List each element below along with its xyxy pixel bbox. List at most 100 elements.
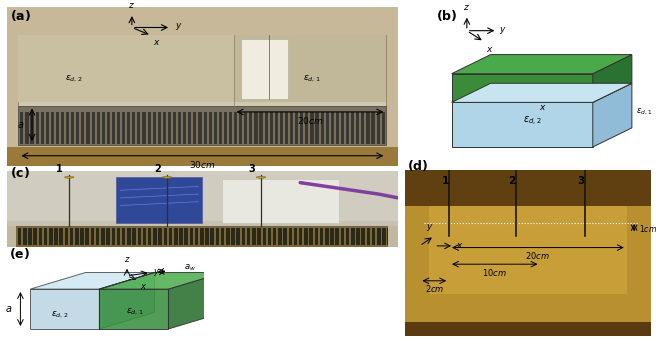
Bar <box>7 226 16 247</box>
Bar <box>111 228 115 245</box>
Text: $x$: $x$ <box>153 38 161 47</box>
Bar <box>388 226 398 247</box>
Bar <box>222 179 340 223</box>
Text: $a$: $a$ <box>5 304 13 314</box>
Bar <box>20 112 24 144</box>
Text: $y$: $y$ <box>426 222 433 233</box>
Text: $\mathbf{(b)}$: $\mathbf{(b)}$ <box>436 8 458 23</box>
Text: $30cm$: $30cm$ <box>189 159 216 170</box>
Text: $20cm$: $20cm$ <box>526 250 550 261</box>
Bar <box>70 228 74 245</box>
Text: $\mathbf{(a)}$: $\mathbf{(a)}$ <box>11 8 32 23</box>
Bar <box>86 228 89 245</box>
Bar <box>234 36 386 102</box>
Bar <box>18 36 386 52</box>
Bar <box>226 228 230 245</box>
Bar <box>300 112 303 144</box>
Bar <box>361 112 365 144</box>
Text: $y$: $y$ <box>499 25 507 36</box>
Bar <box>49 228 53 245</box>
Bar <box>255 112 257 144</box>
Bar <box>341 112 344 144</box>
Bar <box>356 112 359 144</box>
Bar <box>190 228 193 245</box>
Bar <box>218 112 222 144</box>
Polygon shape <box>99 289 168 329</box>
Bar <box>158 112 161 144</box>
Bar <box>320 112 324 144</box>
Bar <box>304 228 308 245</box>
Bar <box>247 228 251 245</box>
Bar <box>211 228 214 245</box>
Bar <box>273 228 276 245</box>
Bar <box>183 112 186 144</box>
Bar <box>351 112 354 144</box>
Bar <box>7 147 398 166</box>
Bar <box>18 228 21 245</box>
Bar <box>132 112 136 144</box>
Bar <box>200 228 203 245</box>
Bar <box>59 228 63 245</box>
Circle shape <box>64 176 74 178</box>
Bar <box>331 112 334 144</box>
Bar <box>36 112 39 144</box>
Bar <box>7 171 398 221</box>
Bar <box>203 112 207 144</box>
Bar <box>293 228 297 245</box>
Text: 2: 2 <box>154 164 161 174</box>
Bar <box>214 112 217 144</box>
Bar <box>216 228 219 245</box>
Bar <box>263 228 266 245</box>
Bar <box>309 228 313 245</box>
Text: $\varepsilon_{d,1}$: $\varepsilon_{d,1}$ <box>303 73 320 84</box>
Bar <box>102 112 105 144</box>
Bar <box>39 228 42 245</box>
Bar <box>179 228 183 245</box>
Bar <box>430 203 626 294</box>
Text: $\varepsilon_{d,1}$: $\varepsilon_{d,1}$ <box>126 307 143 318</box>
Bar <box>71 112 74 144</box>
Bar <box>80 228 84 245</box>
Bar <box>346 228 349 245</box>
Bar <box>64 228 68 245</box>
Text: $10cm$: $10cm$ <box>482 267 507 278</box>
Bar <box>361 228 365 245</box>
Text: $\varepsilon_{d,2}$: $\varepsilon_{d,2}$ <box>65 73 83 84</box>
Bar <box>147 112 151 144</box>
Bar <box>326 112 329 144</box>
Bar <box>178 112 181 144</box>
Bar <box>56 112 59 144</box>
Bar <box>107 112 110 144</box>
Bar <box>18 105 386 145</box>
Bar <box>241 228 245 245</box>
Bar <box>168 112 171 144</box>
Bar <box>199 112 201 144</box>
Bar <box>46 112 49 144</box>
Bar <box>122 112 125 144</box>
Bar <box>107 228 110 245</box>
Bar <box>268 228 271 245</box>
Bar <box>290 112 293 144</box>
Bar <box>195 228 198 245</box>
Bar <box>351 228 355 245</box>
Text: $z$: $z$ <box>463 3 470 12</box>
Bar <box>82 112 84 144</box>
Bar <box>231 228 235 245</box>
Bar <box>18 36 234 102</box>
Bar <box>221 228 224 245</box>
Bar <box>96 228 99 245</box>
Text: $\mathbf{(e)}$: $\mathbf{(e)}$ <box>9 246 30 261</box>
Bar <box>224 112 227 144</box>
Bar <box>61 112 64 144</box>
Bar <box>164 228 167 245</box>
Bar <box>13 228 16 245</box>
Bar <box>265 112 268 144</box>
Bar <box>382 228 386 245</box>
Text: $\mathbf{(d)}$: $\mathbf{(d)}$ <box>407 158 428 173</box>
Bar <box>388 228 391 245</box>
Bar <box>393 228 396 245</box>
Bar <box>249 112 253 144</box>
Bar <box>205 228 209 245</box>
Bar <box>188 112 191 144</box>
Polygon shape <box>451 55 632 74</box>
